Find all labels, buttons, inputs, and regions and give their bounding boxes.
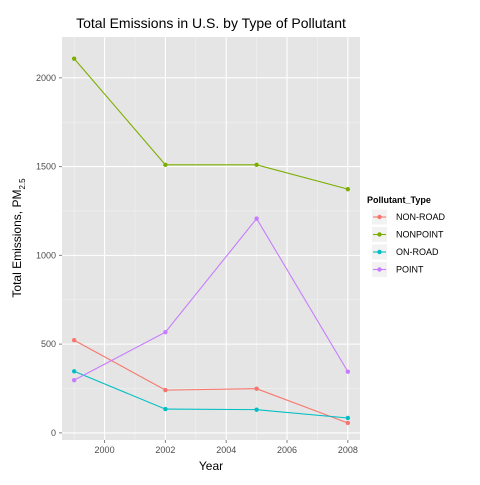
x-tick-label: 2002 <box>155 445 175 455</box>
chart-title: Total Emissions in U.S. by Type of Pollu… <box>76 15 346 31</box>
data-point-non-road <box>163 388 167 392</box>
y-axis-title-subscript: 2.5 <box>18 178 27 190</box>
data-point-non-road <box>254 386 258 390</box>
y-tick-label: 500 <box>41 339 56 349</box>
panel-background <box>62 37 360 440</box>
x-axis-title: Year <box>199 459 223 473</box>
y-axis-ticks: 0 500 1000 1500 2000 <box>36 73 62 438</box>
data-point-nonpoint <box>72 56 76 60</box>
data-point-point <box>254 216 258 220</box>
y-tick-label: 1500 <box>36 162 56 172</box>
y-axis-title: Total Emissions, PM2.5 <box>10 178 27 298</box>
data-point-point <box>163 330 167 334</box>
y-axis-title-main: Total Emissions, PM <box>10 190 24 298</box>
data-point-nonpoint <box>254 163 258 167</box>
data-point-on-road <box>163 407 167 411</box>
data-point-nonpoint <box>346 187 350 191</box>
x-tick-label: 2008 <box>338 445 358 455</box>
legend-key-point <box>377 267 381 271</box>
data-point-point <box>72 378 76 382</box>
y-tick-label: 0 <box>51 428 56 438</box>
data-point-point <box>346 369 350 373</box>
y-tick-label: 1000 <box>36 250 56 260</box>
data-point-on-road <box>254 407 258 411</box>
legend-key-point <box>377 215 381 219</box>
x-tick-label: 2000 <box>95 445 115 455</box>
legend-key-point <box>377 250 381 254</box>
y-tick-label: 2000 <box>36 73 56 83</box>
legend-key-point <box>377 232 381 236</box>
data-point-on-road <box>72 369 76 373</box>
legend-label: ON-ROAD <box>396 247 439 257</box>
legend-title: Pollutant_Type <box>367 195 431 205</box>
x-tick-label: 2004 <box>216 445 236 455</box>
data-point-on-road <box>346 416 350 420</box>
data-point-non-road <box>72 338 76 342</box>
legend-label: NON-ROAD <box>396 212 445 222</box>
data-point-nonpoint <box>163 163 167 167</box>
data-point-non-road <box>346 421 350 425</box>
legend-item-on-road: ON-ROAD <box>372 245 439 260</box>
legend-item-nonpoint: NONPOINT <box>372 227 444 242</box>
legend: Pollutant_Type NON-ROAD NONPOINT ON-ROAD PO… <box>367 195 445 277</box>
x-axis-ticks: 2000 2002 2004 2006 2008 <box>95 440 358 455</box>
legend-label: NONPOINT <box>396 230 444 240</box>
x-tick-label: 2006 <box>277 445 297 455</box>
legend-item-non-road: NON-ROAD <box>372 210 445 225</box>
legend-item-point: POINT <box>372 262 424 277</box>
legend-label: POINT <box>396 265 424 275</box>
legend-items: NON-ROAD NONPOINT ON-ROAD POINT <box>372 210 445 278</box>
